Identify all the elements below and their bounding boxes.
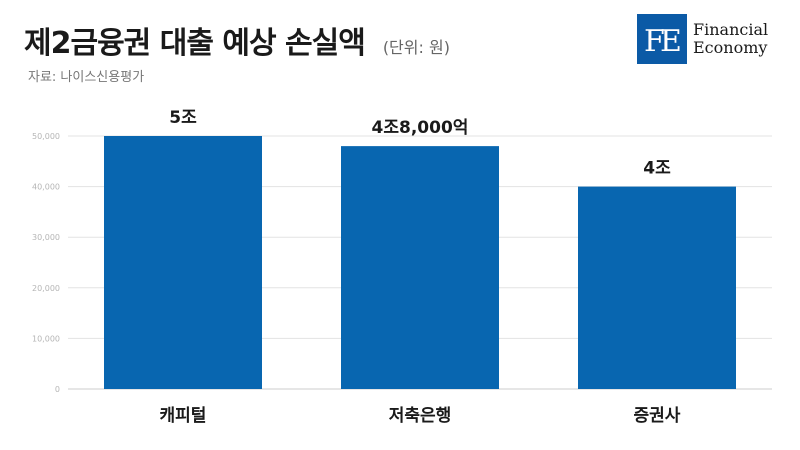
- svg-text:E: E: [660, 24, 682, 57]
- title-row: 제2금융권 대출 예상 손실액 (단위: 원): [24, 18, 450, 62]
- data-label: 5조: [169, 108, 197, 128]
- bar: [341, 146, 499, 389]
- bar: [104, 136, 262, 389]
- x-category-label: 저축은행: [389, 406, 452, 426]
- y-tick-label: 50,000: [32, 132, 60, 141]
- logo-line-2: Economy: [693, 38, 768, 57]
- y-tick-label: 20,000: [32, 284, 60, 293]
- chart-title: 제2금융권 대출 예상 손실액: [24, 26, 366, 61]
- x-category-label: 캐피털: [160, 406, 207, 426]
- y-tick-label: 40,000: [32, 183, 60, 192]
- data-label: 4조: [643, 159, 671, 179]
- source-label: 자료: 나이스신용평가: [28, 70, 145, 85]
- unit-label: (단위: 원): [382, 38, 450, 57]
- svg-text:F: F: [644, 24, 665, 57]
- x-category-label: 증권사: [634, 406, 681, 426]
- y-tick-label: 30,000: [32, 233, 60, 242]
- logo-mark: F E: [637, 14, 687, 64]
- publisher-logo: F E Financial Economy: [637, 14, 768, 64]
- bar: [578, 186, 736, 389]
- logo-wordmark: Financial Economy: [693, 21, 768, 57]
- logo-line-1: Financial: [693, 20, 769, 39]
- data-label: 4조8,000억: [372, 118, 469, 138]
- y-tick-label: 10,000: [32, 334, 60, 343]
- y-tick-label: 0: [55, 385, 60, 394]
